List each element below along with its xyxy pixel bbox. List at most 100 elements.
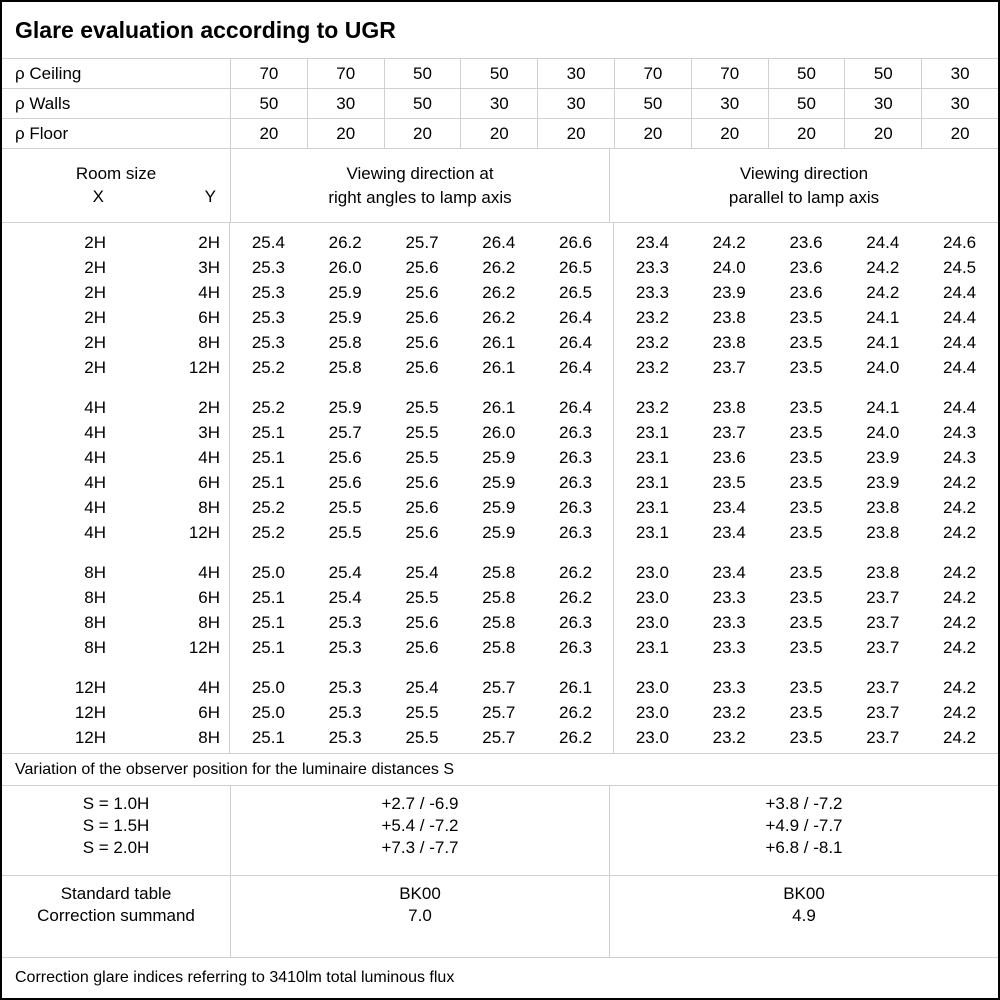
row-group: 4H 2H 25.2 25.9 25.5 26.1 26.4 23.2 23.8 23.5 24.1… [2,395,998,545]
ugr-value-cell: 25.3 [328,678,362,697]
ugr-value-cell: 23.4 [712,563,746,582]
rho-walls-value: 50 [767,89,845,118]
ugr-value-cell: 23.6 [789,283,823,302]
rho-floor-value: 20 [844,119,921,148]
ugr-value-cell: 25.7 [482,703,516,722]
summary-right-angles-text: BK00 [399,884,441,903]
spacing-right-angles-text: +7.3 / -7.7 [381,838,459,857]
table-row: 4H 2H 25.2 25.9 25.5 26.1 26.4 23.2 23.8 23.5 24.1… [2,395,998,420]
ugr-value-cell: 25.5 [405,588,439,607]
ugr-value-cell: 23.7 [712,358,746,377]
ugr-value-cell: 25.7 [482,728,516,747]
ugr-value-cell: 23.3 [635,258,669,277]
rho-walls-value: 50 [230,89,307,118]
room-x-cell: 8H [84,588,106,607]
table-row: 2H 4H 25.3 25.9 25.6 26.2 26.5 23.3 23.9 23.6 24.2… [2,280,998,305]
ugr-value-cell: 25.8 [482,638,516,657]
summary-section: Standard table Correction summand BK00 7.0… [2,876,998,958]
ugr-value-cell: 25.0 [251,678,285,697]
ugr-value-cell: 25.7 [328,423,362,442]
summary-right-angles-text: 7.0 [408,906,432,925]
ugr-value-cell: 26.3 [559,613,593,632]
table-row: 2H 12H 25.2 25.8 25.6 26.1 26.4 23.2 23.7 23.5 24.… [2,355,998,380]
ugr-value-cell: 23.9 [866,473,900,492]
ugr-value-cell: 23.3 [712,678,746,697]
ugr-value-cell: 23.2 [712,703,746,722]
table-row: 8H 8H 25.1 25.3 25.6 25.8 26.3 23.0 23.3 23.5 23.7… [2,610,998,635]
rho-ceiling-value: 30 [921,59,998,88]
ugr-value-cell: 25.8 [328,333,362,352]
room-y-cell: 8H [198,728,220,747]
ugr-value-cell: 25.2 [251,398,285,417]
rho-walls-value: 30 [306,89,384,118]
ugr-value-cell: 25.9 [328,308,362,327]
ugr-value-cell: 25.4 [328,588,362,607]
spacing-right-angles-text: +5.4 / -7.2 [381,816,459,835]
ugr-value-cell: 24.1 [866,333,900,352]
ugr-value-cell: 26.3 [559,423,593,442]
ugr-value-cell: 23.5 [789,613,823,632]
ugr-value-cell: 25.6 [405,523,439,542]
ugr-value-cell: 23.9 [866,448,900,467]
ugr-value-cell: 23.8 [866,523,900,542]
ugr-value-cell: 25.3 [251,258,285,277]
rho-floor-row: ρ Floor 20 20 20 20 20 20 20 20 20 20 [2,119,998,149]
ugr-value-cell: 23.1 [635,523,669,542]
ugr-value-cell: 24.3 [943,448,977,467]
spacing-label-text: S = 2.0H [82,838,150,857]
ugr-value-cell: 26.5 [559,258,593,277]
ugr-value-cell: 23.5 [789,678,823,697]
right-angles-header-line2: right angles to lamp axis [328,187,512,207]
column-header-row: Room size X Y Viewing direction at right… [2,149,998,223]
room-y-cell: 12H [188,638,220,657]
rho-walls-value: 50 [383,89,461,118]
table-row: 8H 6H 25.1 25.4 25.5 25.8 26.2 23.0 23.3 23.5 23.7… [2,585,998,610]
ugr-value-cell: 23.7 [866,638,900,657]
y-column-header: Y [204,187,216,206]
ugr-value-cell: 25.3 [251,308,285,327]
ugr-value-cell: 23.5 [789,638,823,657]
ugr-value-cell: 24.5 [943,258,977,277]
ugr-value-cell: 26.4 [482,233,516,252]
rho-floor-value: 20 [614,119,691,148]
variation-note: Variation of the observer position for t… [2,754,998,786]
room-y-cell: 6H [198,473,220,492]
ugr-value-cell: 23.5 [789,358,823,377]
ugr-value-cell: 25.4 [251,233,285,252]
summary-label-col: Standard table Correction summand [2,876,230,957]
ugr-value-cell: 25.6 [405,308,439,327]
room-x-cell: 4H [84,423,106,442]
ugr-value-cell: 24.0 [712,258,746,277]
ugr-value-cell: 23.5 [789,588,823,607]
room-y-cell: 12H [188,523,220,542]
ugr-value-cell: 23.9 [712,283,746,302]
ugr-value-cell: 23.8 [712,333,746,352]
ugr-value-cell: 23.5 [789,308,823,327]
ugr-value-cell: 23.5 [789,448,823,467]
ugr-value-cell: 25.3 [328,728,362,747]
right-angles-header-line1: Viewing direction at [346,163,494,183]
row-group: 8H 4H 25.0 25.4 25.4 25.8 26.2 23.0 23.4 23.5 23.8… [2,560,998,660]
room-y-cell: 6H [198,703,220,722]
ugr-value-cell: 24.0 [866,358,900,377]
room-y-cell: 8H [198,498,220,517]
room-x-cell: 12H [74,678,106,697]
room-y-cell: 4H [198,283,220,302]
ugr-value-cell: 25.6 [405,283,439,302]
ugr-value-cell: 24.2 [943,563,977,582]
ugr-value-cell: 24.2 [866,258,900,277]
ugr-value-cell: 25.3 [251,283,285,302]
ugr-value-cell: 25.8 [482,613,516,632]
ugr-value-cell: 23.2 [712,728,746,747]
ugr-value-cell: 23.2 [635,398,669,417]
ugr-value-cell: 23.5 [789,333,823,352]
ugr-value-cell: 26.3 [559,638,593,657]
rho-floor-value: 20 [921,119,998,148]
room-x-cell: 4H [84,398,106,417]
ugr-value-cell: 23.7 [712,423,746,442]
ugr-value-cell: 25.1 [251,448,285,467]
ugr-value-cell: 23.5 [789,423,823,442]
ugr-value-cell: 23.5 [789,523,823,542]
ugr-value-cell: 23.5 [789,473,823,492]
ugr-value-cell: 25.1 [251,423,285,442]
